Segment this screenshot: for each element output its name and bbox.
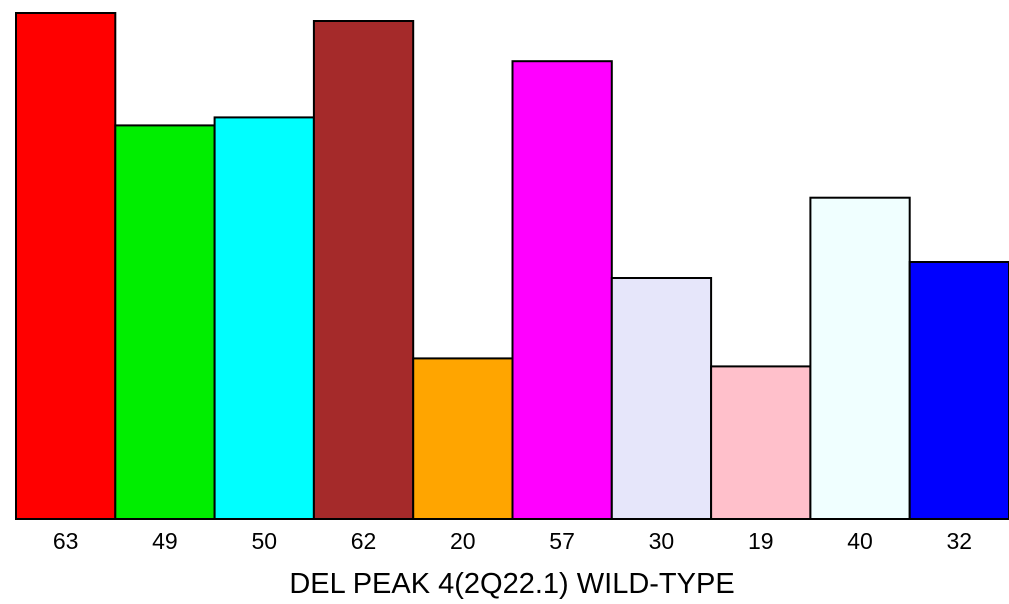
bar-20 (412, 357, 514, 520)
x-tick-label: 20 (450, 528, 476, 554)
x-tick-label: 63 (53, 528, 79, 554)
x-tick-label: 30 (649, 528, 675, 554)
bar-30 (610, 277, 713, 520)
bar-62 (312, 20, 415, 520)
x-axis-title: DEL PEAK 4(2Q22.1) WILD-TYPE (289, 568, 734, 600)
bars-group (15, 12, 1009, 521)
bar-63 (15, 12, 117, 520)
x-tick-label: 62 (351, 528, 377, 554)
x-tick-label: 57 (549, 528, 575, 554)
x-tick-label: 40 (847, 528, 873, 554)
x-tick-label: 32 (947, 528, 973, 554)
x-tick-label: 50 (252, 528, 278, 554)
bar-50 (213, 116, 315, 521)
bar-40 (809, 196, 911, 520)
x-tick-label: 19 (748, 528, 774, 554)
bar-49 (114, 124, 216, 521)
tick-labels-group: 63 49 50 62 20 57 30 19 40 32 (53, 528, 972, 554)
bar-32 (908, 261, 1009, 520)
bar-57 (511, 60, 613, 520)
bar-19 (710, 365, 812, 520)
x-tick-label: 49 (152, 528, 178, 554)
